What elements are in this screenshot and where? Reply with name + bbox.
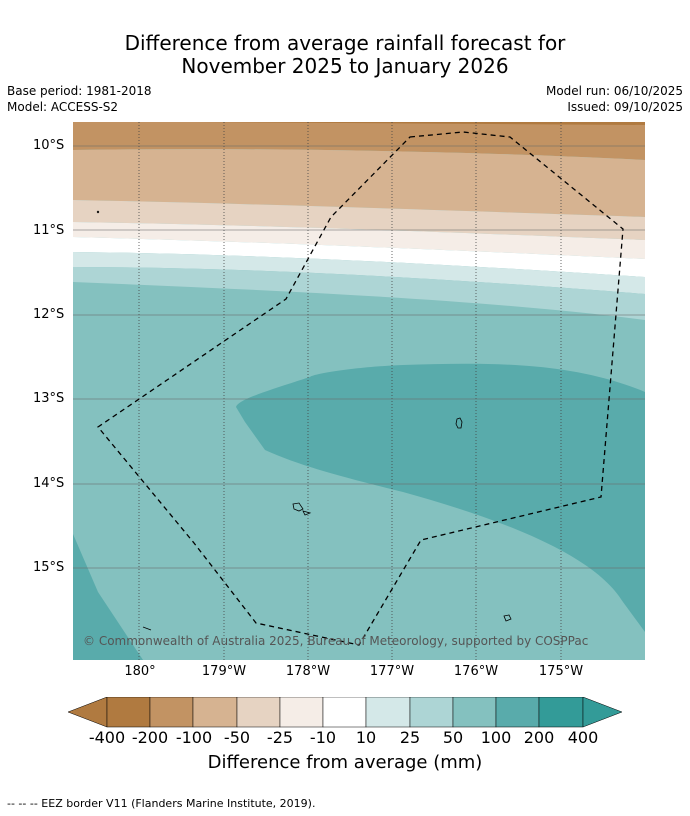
lat-label-11s: 11°S [33,223,65,238]
colorbar-label-p200: 200 [523,728,555,747]
island-southeast [503,614,512,622]
chart-title-line2: November 2025 to January 2026 [181,54,509,78]
chart-title-line1: Difference from average rainfall forecas… [124,31,566,55]
island-central-a [292,502,304,512]
colorbar-segment-m100 [192,697,238,728]
colorbar-label-m200: -200 [131,728,169,747]
colorbar-label-m10: -10 [309,728,337,747]
colorbar-label-p50: 50 [442,728,464,747]
region-above-average-10 [73,252,645,294]
colorbar-segment-m200 [149,697,194,728]
colorbar-title: Difference from average (mm) [207,752,483,773]
region-above-average-100-southwest [73,534,143,660]
colorbar [68,697,623,728]
island-central-b [302,510,312,516]
colorbar-segment-p10 [365,697,411,728]
colorbar-label-p25: 25 [399,728,421,747]
colorbar-segment-m50 [236,697,281,728]
colorbar-segment-p100 [495,697,540,728]
lon-label-180: 180° [124,664,156,679]
colorbar-segment-m400 [106,697,151,728]
region-neutral [73,237,645,277]
model-label: Model: ACCESS-S2 [7,100,119,114]
colorbar-arrow-high [582,697,623,728]
colorbar-segment-m25 [279,697,324,728]
model-run-label: Model run: 06/10/2025 [545,84,683,98]
eez-legend-footnote: -- -- -- EEZ border V11 (Flanders Marine… [7,797,316,810]
colorbar-label-m50: -50 [223,728,251,747]
colorbar-arrow-low [68,697,108,728]
lon-label-178w: 178°W [285,664,331,679]
lon-label-175w: 175°W [538,664,584,679]
colorbar-label-p100: 100 [480,728,512,747]
lat-label-12s: 12°S [33,307,65,322]
colorbar-segment-p50 [452,697,497,728]
colorbar-segment-p200 [538,697,584,728]
eez-border [97,131,624,646]
lat-label-10s: 10°S [33,138,65,153]
lat-label-13s: 13°S [33,391,65,406]
island-east [455,417,463,429]
colorbar-segment-p25 [409,697,454,728]
lat-label-15s: 15°S [33,560,65,575]
issued-label: Issued: 09/10/2025 [567,100,683,114]
region-below-average-400 [193,122,645,125]
lat-label-14s: 14°S [33,476,65,491]
region-above-average-25 [73,267,645,320]
colorbar-segment-neutral [322,697,367,728]
region-above-average-100 [236,363,645,632]
colorbar-label-m25: -25 [266,728,294,747]
lon-label-179w: 179°W [201,664,247,679]
copyright-text: © Commonwealth of Australia 2025, Bureau… [83,634,588,648]
region-below-average-200 [73,122,645,160]
parallels [73,145,645,569]
colorbar-label-p10: 10 [355,728,377,747]
colorbar-label-m400: -400 [88,728,126,747]
island-northwest [96,210,100,214]
base-period-label: Base period: 1981-2018 [7,84,152,98]
lon-label-176w: 176°W [453,664,499,679]
islands [96,210,512,631]
region-below-average-100 [73,149,645,217]
colorbar-label-m100: -100 [175,728,213,747]
rainfall-map: © Commonwealth of Australia 2025, Bureau… [73,122,645,660]
colorbar-label-p400: 400 [567,728,599,747]
region-below-average-25 [73,222,645,259]
lon-label-177w: 177°W [369,664,415,679]
island-southwest [142,626,152,631]
